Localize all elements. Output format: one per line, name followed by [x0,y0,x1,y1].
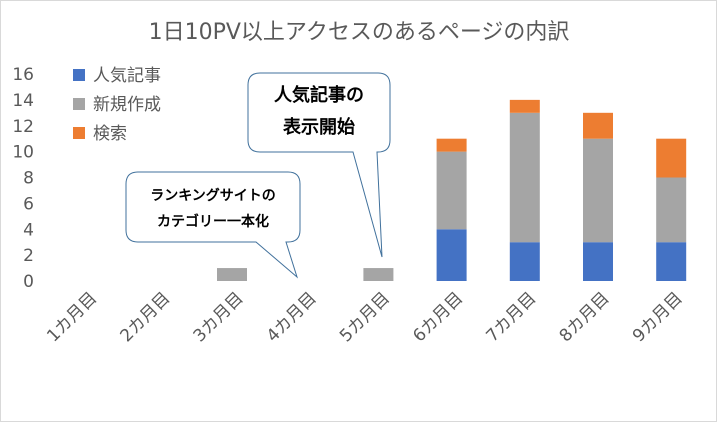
callout-text: 表示開始 [283,116,355,138]
bar-segment [583,112,613,139]
x-tick-label: 4カ月目 [263,288,321,346]
x-tick-label: 1カ月目 [43,288,101,346]
chart-title: 1日10PV以上アクセスのあるページの内訳 [149,20,570,45]
y-tick-label: 6 [23,194,34,214]
legend-swatch [73,127,85,139]
y-tick-label: 12 [12,117,34,137]
bar-segment [583,138,613,243]
callout-bubble [125,171,301,279]
callout-text: カテゴリー一本化 [157,213,269,230]
callout-bubble [247,72,391,258]
x-tick-label: 5カ月目 [336,288,394,346]
y-axis: 0 2 4 6 8 10 12 14 16 [12,65,34,292]
y-tick-label: 8 [23,169,34,189]
x-tick-label: 9カ月目 [629,288,687,346]
bar-segment [583,242,613,281]
x-axis: 1カ月目 2カ月目 3カ月目 4カ月目 5カ月目 6カ月目 7カ月目 8カ月目 9カ月目 [43,288,686,346]
bar-segment [217,268,247,281]
y-tick-label: 16 [12,65,34,85]
y-tick-label: 4 [23,220,34,240]
y-tick-label: 2 [23,246,34,266]
legend-label: 人気記事 [93,66,161,86]
y-tick-label: 14 [12,91,34,111]
bar-segment [436,229,467,281]
bar-segment [363,268,394,281]
bar-segment [436,138,467,152]
bar-segment [509,242,540,281]
x-tick-label: 8カ月目 [556,288,614,346]
legend-swatch [73,69,85,81]
x-tick-label: 6カ月目 [409,288,467,346]
bar-segment [656,242,687,281]
bar-segment [509,99,540,113]
legend-label: 検索 [93,124,127,144]
bar-segment [436,151,467,230]
legend-swatch [73,98,85,110]
y-tick-label: 0 [23,272,34,292]
y-tick-label: 10 [12,143,34,163]
bar-segment [656,138,687,178]
callout-text: ランキングサイトの [150,187,276,204]
x-tick-label: 3カ月目 [190,288,248,346]
callout-text: 人気記事の [274,84,364,106]
x-tick-label: 7カ月目 [482,288,540,346]
legend-label: 新規作成 [93,95,161,115]
bar-segment [509,112,540,243]
bars [217,99,687,281]
x-tick-label: 2カ月目 [116,288,174,346]
bar-segment [656,177,687,243]
